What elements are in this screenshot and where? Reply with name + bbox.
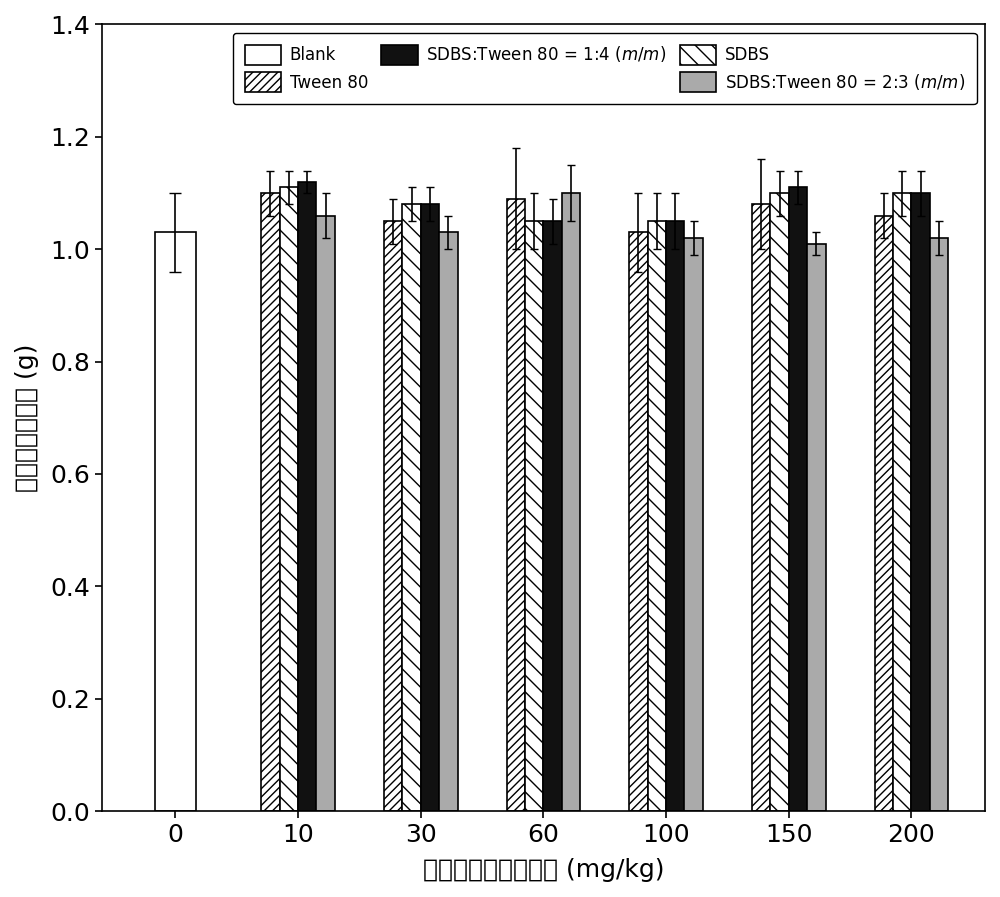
Bar [298, 182, 316, 811]
Bar [155, 232, 196, 811]
Bar [911, 193, 930, 811]
Y-axis label: 黑麦草茎叶干重 (g): 黑麦草茎叶干重 (g) [15, 344, 39, 492]
Bar [384, 222, 402, 811]
Bar [789, 187, 807, 811]
Bar [684, 238, 703, 811]
Bar [507, 198, 525, 811]
Bar [402, 205, 421, 811]
Bar [807, 244, 826, 811]
Legend: Blank, Tween 80, SDBS:Tween 80 = 1:4 ($m/m$), , SDBS, SDBS:Tween 80 = 2:3 ($m/m$: Blank, Tween 80, SDBS:Tween 80 = 1:4 ($m… [233, 33, 977, 104]
Bar [261, 193, 280, 811]
Bar [875, 215, 893, 811]
Bar [439, 232, 458, 811]
Bar [280, 187, 298, 811]
Bar [316, 215, 335, 811]
Bar [562, 193, 580, 811]
Bar [421, 205, 439, 811]
Bar [648, 222, 666, 811]
Bar [752, 205, 770, 811]
Bar [930, 238, 948, 811]
Bar [629, 232, 648, 811]
Bar [666, 222, 684, 811]
Bar [525, 222, 543, 811]
Bar [770, 193, 789, 811]
X-axis label: 投加表面活性剂剂量 (mg/kg): 投加表面活性剂剂量 (mg/kg) [423, 858, 664, 882]
Bar [543, 222, 562, 811]
Bar [893, 193, 911, 811]
